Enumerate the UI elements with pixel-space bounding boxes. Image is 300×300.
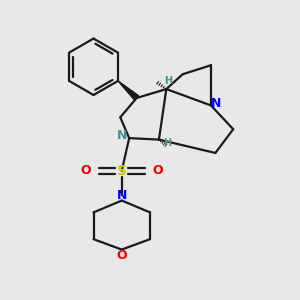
Text: O: O: [152, 164, 163, 177]
Text: N: N: [117, 129, 127, 142]
Text: N: N: [211, 98, 221, 110]
Text: S: S: [117, 164, 127, 178]
Text: N: N: [117, 189, 127, 202]
Text: H: H: [164, 76, 172, 86]
Text: O: O: [116, 249, 127, 262]
Polygon shape: [118, 81, 139, 100]
Text: H: H: [163, 138, 171, 148]
Text: O: O: [81, 164, 92, 177]
